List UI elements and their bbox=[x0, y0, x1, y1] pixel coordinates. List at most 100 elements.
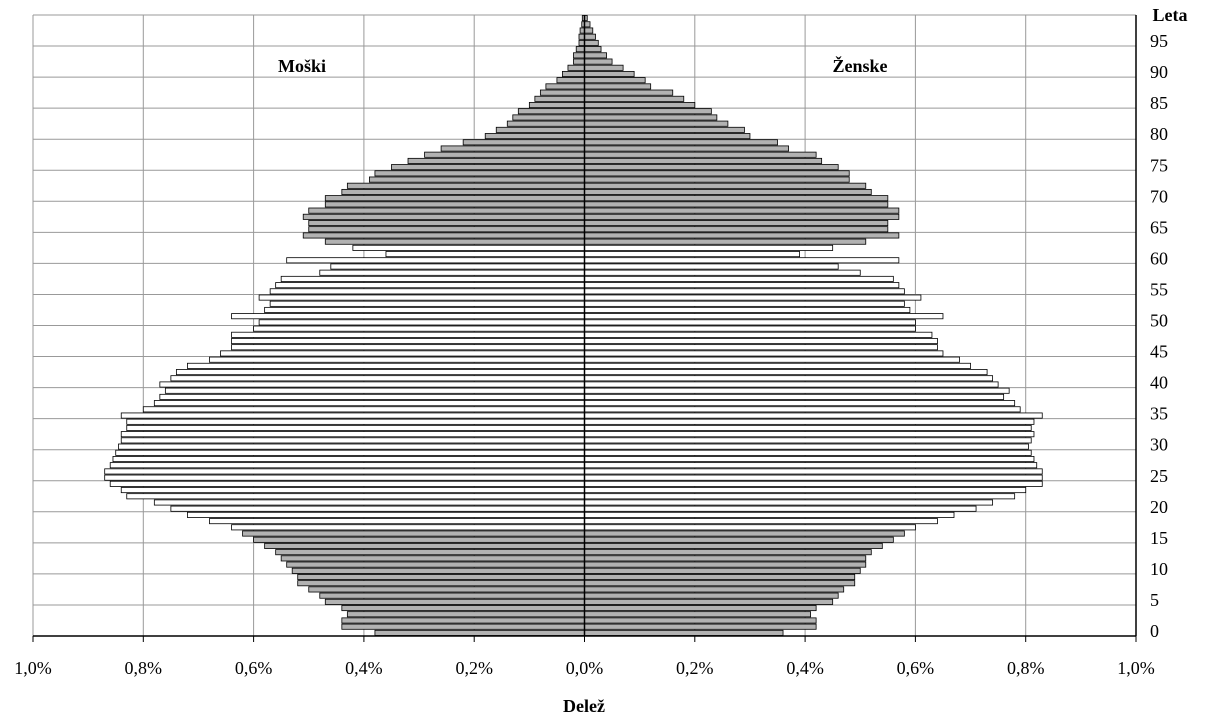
bar bbox=[584, 263, 839, 270]
bar bbox=[584, 319, 916, 326]
bar bbox=[584, 629, 784, 636]
bar bbox=[308, 586, 585, 593]
bar bbox=[209, 518, 585, 525]
bar bbox=[584, 493, 1016, 500]
bar bbox=[258, 294, 585, 301]
bar bbox=[506, 120, 585, 127]
bar bbox=[584, 412, 1043, 419]
bar bbox=[584, 33, 596, 40]
bar bbox=[584, 462, 1038, 469]
bar bbox=[584, 182, 867, 189]
x-tick-label: 1,0% bbox=[14, 658, 52, 678]
bar bbox=[556, 77, 585, 84]
bar bbox=[584, 331, 933, 338]
x-tick-label: 0,6% bbox=[897, 658, 935, 678]
bar bbox=[584, 139, 778, 146]
bar bbox=[584, 213, 900, 220]
y-tick-label: 0 bbox=[1150, 621, 1159, 641]
bar bbox=[308, 226, 585, 233]
bar bbox=[170, 505, 585, 512]
x-tick-label: 0,8% bbox=[125, 658, 163, 678]
bar bbox=[112, 456, 585, 463]
bar bbox=[324, 238, 585, 245]
bar bbox=[584, 269, 861, 276]
bar bbox=[462, 139, 585, 146]
bar bbox=[308, 220, 585, 227]
bar bbox=[584, 220, 889, 227]
bar bbox=[584, 313, 944, 320]
bar bbox=[584, 120, 729, 127]
bar bbox=[584, 275, 894, 282]
y-tick-label: 45 bbox=[1150, 342, 1168, 362]
bar bbox=[584, 511, 955, 518]
bar bbox=[109, 480, 585, 487]
bar bbox=[584, 418, 1035, 425]
y-tick-label: 10 bbox=[1150, 559, 1168, 579]
x-tick-label: 0,6% bbox=[235, 658, 273, 678]
bar bbox=[584, 126, 745, 133]
bar bbox=[153, 400, 585, 407]
bar bbox=[584, 201, 889, 208]
bar bbox=[269, 300, 585, 307]
bar bbox=[319, 592, 585, 599]
bar bbox=[584, 58, 613, 65]
bar bbox=[484, 133, 585, 140]
bar bbox=[584, 294, 922, 301]
bar bbox=[126, 493, 585, 500]
bar bbox=[385, 251, 585, 258]
bar bbox=[291, 567, 585, 574]
bar bbox=[584, 605, 817, 612]
bar bbox=[104, 474, 585, 481]
bar bbox=[517, 108, 585, 115]
bar bbox=[584, 431, 1035, 438]
bar bbox=[104, 468, 585, 475]
bar bbox=[584, 474, 1043, 481]
bar bbox=[242, 530, 585, 537]
bar bbox=[584, 251, 800, 258]
bar bbox=[115, 449, 585, 456]
y-tick-label: 60 bbox=[1150, 248, 1168, 268]
bar bbox=[584, 468, 1043, 475]
bar bbox=[118, 443, 585, 450]
bar bbox=[341, 188, 585, 195]
bar bbox=[584, 573, 856, 581]
y-tick-label: 50 bbox=[1150, 311, 1168, 331]
bar bbox=[584, 443, 1029, 450]
bar bbox=[159, 393, 585, 400]
bar bbox=[584, 70, 635, 78]
y-tick-label: 15 bbox=[1150, 528, 1168, 548]
bar bbox=[584, 542, 883, 549]
bar bbox=[280, 275, 585, 282]
bar bbox=[584, 306, 911, 313]
bar bbox=[231, 331, 585, 338]
bar bbox=[302, 213, 585, 220]
bar bbox=[584, 623, 817, 630]
bar bbox=[374, 629, 585, 636]
bar bbox=[120, 487, 585, 494]
bar bbox=[584, 64, 624, 71]
y-tick-label: 55 bbox=[1150, 279, 1168, 299]
bar bbox=[584, 300, 905, 307]
legend-label: Moški bbox=[278, 56, 326, 76]
bar bbox=[584, 487, 1027, 494]
bar bbox=[584, 387, 1010, 394]
bar bbox=[545, 83, 585, 90]
bar bbox=[120, 412, 585, 419]
bar bbox=[175, 369, 585, 376]
bar bbox=[264, 542, 585, 549]
bar bbox=[341, 617, 585, 624]
bar bbox=[584, 437, 1032, 444]
bar bbox=[159, 381, 585, 388]
bar bbox=[584, 567, 861, 574]
bar bbox=[275, 282, 585, 289]
bar bbox=[584, 381, 999, 388]
x-tick-label: 1,0% bbox=[1117, 658, 1155, 678]
bar bbox=[578, 33, 585, 40]
bar bbox=[120, 437, 585, 444]
bar bbox=[584, 356, 960, 363]
bar bbox=[584, 617, 817, 624]
bar bbox=[341, 605, 585, 612]
bar bbox=[231, 313, 585, 320]
bar bbox=[153, 499, 585, 506]
bar bbox=[528, 102, 585, 109]
